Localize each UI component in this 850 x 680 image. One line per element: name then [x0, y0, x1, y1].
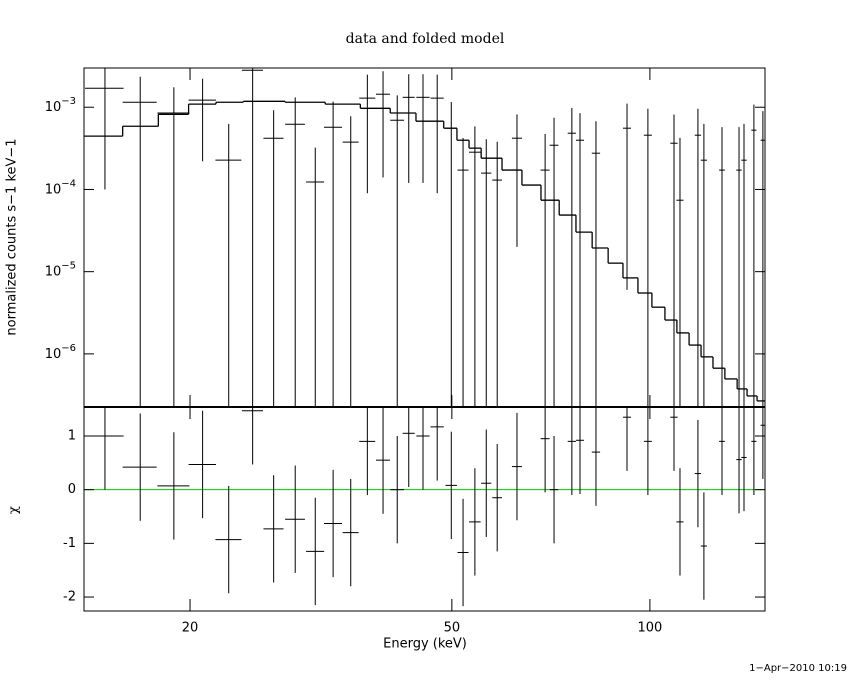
- top-panel: [84, 68, 765, 407]
- y-tick-label: 1: [68, 428, 76, 443]
- chart-title: data and folded model: [346, 31, 505, 47]
- timestamp: 1−Apr−2010 10:19: [749, 663, 847, 674]
- y-axis-label: χ: [7, 506, 22, 514]
- y-tick-label: -2: [63, 590, 76, 605]
- y-tick-label: 10−5: [45, 261, 76, 280]
- y-tick-label: 10−6: [45, 343, 76, 362]
- x-axis-label: Energy (keV): [383, 637, 467, 652]
- y-axis-label: normalized counts s−1 keV−1: [5, 138, 20, 335]
- bottom-panel: [84, 407, 765, 607]
- y-tick-label: -1: [63, 536, 76, 551]
- axes: 10−3 10−4 10−5 10−6 -2 -1 0 1 20 50 100: [45, 67, 766, 636]
- y-tick-label: 10−4: [45, 178, 76, 197]
- y-tick-label: 0: [68, 482, 76, 497]
- x-tick-label: 20: [182, 621, 199, 636]
- x-tick-label: 50: [444, 621, 461, 636]
- y-tick-label: 10−3: [45, 96, 76, 115]
- x-tick-label: 100: [637, 621, 662, 636]
